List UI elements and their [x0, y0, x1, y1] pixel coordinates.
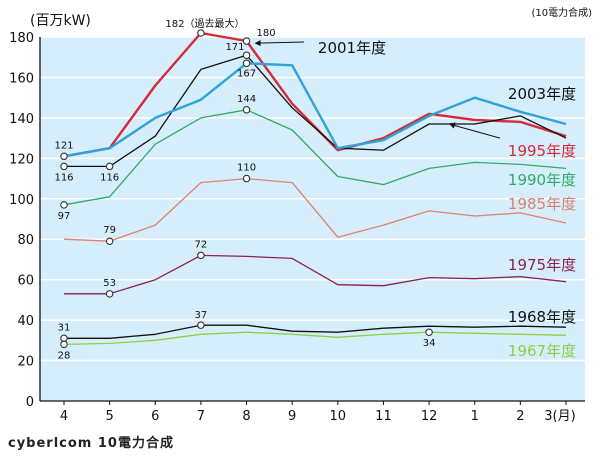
- data-point-marker: [60, 162, 68, 171]
- annotation-arrow-1995: [452, 124, 501, 139]
- data-label: 180: [257, 28, 276, 39]
- y-axis-title: (百万kW): [30, 13, 91, 29]
- data-label: 110: [237, 163, 256, 174]
- legend-label-2003: 2003年度: [508, 85, 576, 103]
- plot-area: [40, 37, 585, 401]
- chart-note: (10電力合成): [531, 8, 592, 19]
- x-tick-label: 7: [197, 409, 205, 424]
- y-tick-label: 120: [9, 152, 34, 167]
- annotation-arrowhead-1995: [448, 122, 456, 129]
- y-tick-label: 0: [26, 395, 34, 410]
- annotation-arrowhead-2001: [254, 40, 261, 47]
- data-point-marker: [425, 328, 433, 336]
- data-point-marker: [242, 59, 251, 68]
- series-line-1968: [64, 324, 567, 339]
- series-line-1975: [64, 254, 567, 295]
- x-tick-label: 10: [330, 409, 347, 424]
- y-tick-label: 20: [17, 355, 34, 370]
- legend-label-1990: 1990年度: [508, 171, 576, 189]
- series-line-1995: [63, 31, 567, 158]
- data-point-marker: [197, 29, 205, 37]
- data-label: 53: [103, 278, 116, 289]
- x-tick-label: 2: [516, 409, 524, 424]
- data-label: 167: [237, 68, 256, 79]
- y-tick-label: 180: [9, 31, 34, 46]
- y-tick-label: 60: [17, 274, 34, 289]
- x-tick-label: 1: [471, 409, 479, 424]
- y-tick-label: 80: [17, 233, 34, 248]
- data-point-marker: [60, 334, 68, 343]
- data-label: 144: [237, 94, 256, 105]
- legend-label-1995: 1995年度: [508, 142, 576, 160]
- data-label: 182（過去最大）: [165, 17, 244, 30]
- data-point-marker: [242, 37, 251, 45]
- y-tick-label: 160: [9, 71, 34, 86]
- data-point-marker: [197, 321, 205, 329]
- data-label: 121: [54, 140, 73, 151]
- x-tick-label: 4: [60, 409, 68, 424]
- x-tick-label: 5: [105, 409, 113, 424]
- x-tick-label: 6: [151, 409, 159, 424]
- legend-label-1968: 1968年度: [508, 308, 576, 326]
- data-point-marker: [242, 106, 251, 114]
- data-point-marker: [105, 290, 114, 298]
- data-label: 116: [54, 172, 73, 183]
- data-point-marker: [105, 237, 114, 245]
- data-label: 72: [195, 239, 208, 250]
- series-line-1985: [63, 177, 567, 242]
- x-tick-label: 9: [288, 409, 296, 424]
- data-label: 171: [225, 42, 244, 53]
- data-point-marker: [197, 251, 205, 260]
- data-point-marker: [242, 174, 251, 183]
- series-line-2003: [63, 62, 567, 158]
- data-label: 116: [100, 172, 119, 183]
- x-tick-label: 12: [421, 409, 438, 424]
- legend-label-1985: 1985年度: [508, 195, 576, 213]
- footer-watermark: cyberlcom 10電力合成: [8, 436, 174, 451]
- y-tick-label: 140: [9, 112, 34, 127]
- x-tick-label: 11: [375, 409, 392, 424]
- data-label: 34: [423, 338, 436, 349]
- x-tick-label: 3(月): [544, 409, 575, 424]
- series-line-1967: [63, 331, 567, 346]
- data-point-marker: [105, 162, 114, 171]
- series-line-1990: [63, 109, 567, 206]
- data-point-marker: [60, 201, 68, 209]
- data-point-marker: [60, 152, 68, 161]
- annotation-arrow-2001: [258, 41, 305, 44]
- y-tick-label: 100: [9, 193, 34, 208]
- data-point-marker: [60, 340, 68, 349]
- data-label: 28: [58, 350, 71, 361]
- y-tick-label: 40: [17, 314, 34, 329]
- data-label: 79: [103, 225, 116, 236]
- x-tick-label: 8: [242, 409, 250, 424]
- data-point-marker: [242, 51, 251, 59]
- legend-label-1967: 1967年度: [508, 342, 576, 360]
- legend-label-2001: 2001年度: [318, 39, 386, 57]
- legend-label-1975: 1975年度: [508, 256, 576, 274]
- data-label: 37: [195, 310, 208, 321]
- data-label: 31: [58, 322, 71, 333]
- data-label: 97: [58, 211, 71, 222]
- series-line-2001: [64, 54, 567, 168]
